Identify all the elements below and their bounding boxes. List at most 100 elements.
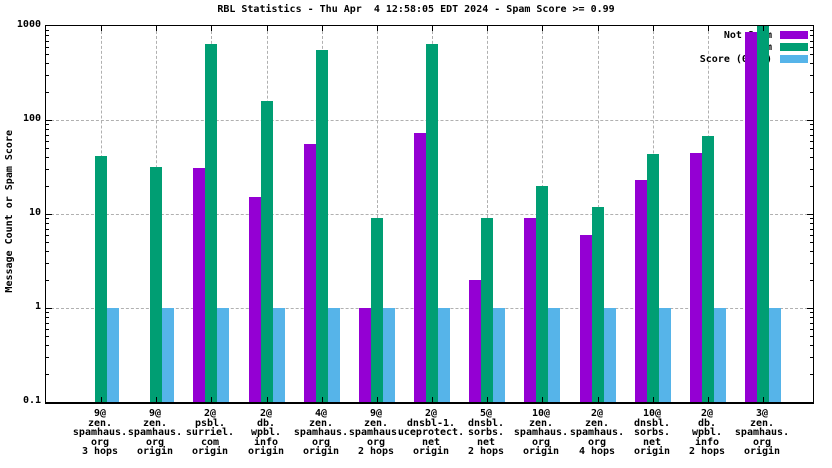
- x-tick-mark: [542, 26, 543, 31]
- y-tick-mark: [810, 374, 813, 375]
- y-tick-mark: [810, 124, 813, 125]
- y-tick-mark: [46, 129, 49, 130]
- x-tick-label-line: 2@: [259, 408, 273, 419]
- x-tick-label-line: zen.: [584, 417, 610, 429]
- y-tick-mark: [46, 35, 49, 36]
- y-tick-mark: [46, 135, 49, 136]
- x-tick-label-line: 2@: [700, 408, 714, 419]
- x-tick-label-line: origin: [247, 446, 285, 457]
- y-tick-mark: [810, 263, 813, 264]
- x-tick-label: 2@ db. wpbl. info origin: [226, 409, 306, 457]
- y-tick-mark: [807, 308, 813, 309]
- y-tick-mark: [46, 357, 49, 358]
- x-tick-label-line: uceprotect.: [397, 427, 465, 438]
- y-tick-mark: [807, 120, 813, 121]
- x-tick-label: 2@ dnsbl-1. uceprotect. net origin: [391, 409, 471, 457]
- x-tick-mark: [708, 397, 709, 402]
- x-tick-mark: [708, 26, 709, 31]
- y-tick-mark: [810, 35, 813, 36]
- x-tick-label-line: origin: [191, 446, 229, 457]
- y-tick-mark: [810, 63, 813, 64]
- y-tick-mark: [810, 312, 813, 313]
- x-tick-label-line: surriel.: [185, 427, 235, 438]
- y-tick-mark: [46, 214, 52, 215]
- y-tick-mark: [46, 329, 49, 330]
- x-tick-label-line: spamhaus.: [293, 427, 349, 438]
- y-tick-mark: [46, 263, 49, 264]
- bar-spam: [316, 50, 328, 402]
- x-tick-label: 3@ zen. spamhaus. org origin: [722, 409, 802, 457]
- x-tick-mark: [598, 26, 599, 31]
- bar-not-spam: [690, 153, 702, 402]
- x-tick-label: 5@ dnsbl. sorbs. net 2 hops: [446, 409, 526, 457]
- x-tick-mark: [211, 26, 212, 31]
- x-tick-label: 10@ dnsbl. sorbs. net origin: [612, 409, 692, 457]
- y-tick-label: 1: [34, 301, 41, 312]
- y-tick-mark: [810, 47, 813, 48]
- x-tick-mark: [101, 397, 102, 402]
- y-tick-mark: [46, 30, 49, 31]
- y-tick-mark: [46, 336, 49, 337]
- bar-score-0-1-: [383, 308, 395, 402]
- x-tick-mark: [267, 26, 268, 31]
- x-tick-label-line: sorbs.: [633, 427, 671, 438]
- y-tick-mark: [810, 229, 813, 230]
- bar-spam: [205, 44, 217, 402]
- y-tick-mark: [810, 135, 813, 136]
- x-tick-mark: [653, 26, 654, 31]
- y-tick-mark: [46, 235, 49, 236]
- y-tick-mark: [46, 223, 49, 224]
- x-tick-label-line: db.: [256, 417, 276, 429]
- x-tick-label-line: origin: [302, 446, 340, 457]
- y-tick-mark: [810, 186, 813, 187]
- y-tick-mark: [46, 312, 49, 313]
- x-tick-mark: [322, 397, 323, 402]
- bar-spam: [150, 167, 162, 402]
- x-tick-label-line: org: [752, 436, 772, 448]
- y-tick-mark: [810, 323, 813, 324]
- x-tick-label: 9@ zen. spamhaus. org origin: [115, 409, 195, 457]
- x-tick-label-line: psbl.: [194, 417, 226, 429]
- x-tick-label-line: 4 hops: [578, 446, 616, 457]
- y-tick-mark: [46, 124, 49, 125]
- x-gridline: [377, 26, 378, 402]
- y-tick-mark: [46, 41, 49, 42]
- y-tick-mark: [46, 317, 49, 318]
- y-tick-mark: [810, 336, 813, 337]
- x-tick-label-line: info: [694, 436, 720, 448]
- y-tick-mark: [810, 218, 813, 219]
- bar-score-0-1-: [769, 308, 781, 402]
- x-tick-label-line: 9@: [369, 408, 383, 419]
- x-tick-mark: [542, 397, 543, 402]
- x-tick-label-line: org: [145, 436, 165, 448]
- y-tick-mark: [810, 280, 813, 281]
- bar-not-spam: [414, 133, 426, 402]
- x-tick-mark: [487, 26, 488, 31]
- bar-spam: [371, 218, 383, 402]
- y-tick-mark: [46, 169, 49, 170]
- y-tick-mark: [810, 54, 813, 55]
- y-tick-mark: [46, 92, 49, 93]
- x-tick-label-line: org: [90, 436, 110, 448]
- y-tick-mark: [810, 251, 813, 252]
- bar-not-spam: [524, 218, 536, 402]
- y-tick-mark: [810, 41, 813, 42]
- x-tick-label-line: 9@: [148, 408, 162, 419]
- y-tick-mark: [810, 148, 813, 149]
- x-tick-label-line: dnsbl.: [633, 417, 671, 429]
- y-tick-mark: [46, 157, 49, 158]
- bar-spam: [757, 26, 769, 402]
- y-tick-mark: [810, 141, 813, 142]
- bar-not-spam: [635, 180, 647, 402]
- y-tick-mark: [810, 129, 813, 130]
- x-tick-mark: [101, 26, 102, 31]
- x-tick-mark: [487, 397, 488, 402]
- x-tick-label-line: zen.: [528, 417, 554, 429]
- x-tick-label-line: spamhaus.: [127, 427, 183, 438]
- bar-score-0-1-: [162, 308, 174, 402]
- x-tick-label: 2@ zen. spamhaus. org 4 hops: [557, 409, 637, 457]
- y-tick-mark: [46, 141, 49, 142]
- x-tick-label-line: 2 hops: [688, 446, 726, 457]
- y-tick-mark: [810, 345, 813, 346]
- y-tick-mark: [46, 120, 52, 121]
